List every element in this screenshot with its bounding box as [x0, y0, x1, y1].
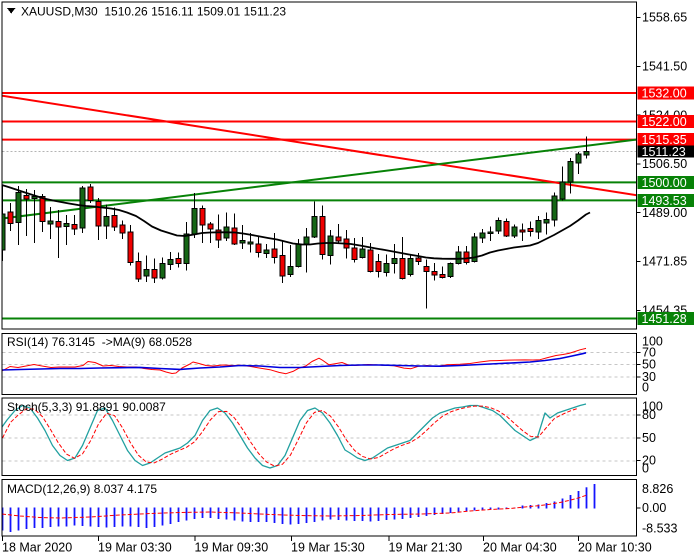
svg-text:1522.00: 1522.00 [642, 115, 687, 129]
svg-text:20 Mar 10:30: 20 Mar 10:30 [578, 541, 652, 555]
svg-text:1515.35: 1515.35 [642, 133, 687, 147]
svg-text:80: 80 [642, 408, 656, 422]
svg-text:19 Mar 09:30: 19 Mar 09:30 [195, 541, 269, 555]
svg-text:1558.65: 1558.65 [642, 11, 687, 25]
svg-text:1506.50: 1506.50 [642, 157, 687, 171]
svg-text:8.826: 8.826 [642, 482, 673, 496]
svg-text:18 Mar 2020: 18 Mar 2020 [2, 541, 72, 555]
svg-text:1493.53: 1493.53 [642, 194, 687, 208]
svg-text:RSI(14) 76.3145 ->MA(9) 68.05: RSI(14) 76.3145 ->MA(9) 68.0528 [7, 335, 192, 349]
svg-text:1451.28: 1451.28 [642, 312, 687, 326]
svg-text:1471.85: 1471.85 [642, 255, 687, 269]
svg-text:100: 100 [642, 400, 663, 414]
svg-text:50: 50 [642, 431, 656, 445]
svg-text:30: 30 [642, 370, 656, 384]
svg-text:19 Mar 15:30: 19 Mar 15:30 [291, 541, 365, 555]
svg-text:1541.50: 1541.50 [642, 60, 687, 74]
svg-text:MACD(12,26,9) 8.037 4.175: MACD(12,26,9) 8.037 4.175 [7, 482, 157, 496]
svg-text:XAUUSD,M30 1510.26 1516.11 15: XAUUSD,M30 1510.26 1516.11 1509.01 1511.… [21, 5, 286, 19]
svg-text:0: 0 [642, 462, 649, 476]
svg-text:1511.23: 1511.23 [642, 145, 686, 159]
svg-text:Stoch(5,3,3) 91.8891 90.0087: Stoch(5,3,3) 91.8891 90.0087 [7, 400, 166, 414]
svg-text:-8.533: -8.533 [642, 522, 677, 536]
svg-text:1500.00: 1500.00 [642, 176, 687, 190]
svg-text:0.00: 0.00 [642, 501, 666, 515]
svg-text:0: 0 [642, 381, 649, 395]
svg-text:100: 100 [642, 335, 663, 349]
svg-text:19 Mar 21:30: 19 Mar 21:30 [389, 541, 463, 555]
svg-text:20: 20 [642, 454, 656, 468]
svg-text:70: 70 [642, 346, 656, 360]
svg-text:20 Mar 04:30: 20 Mar 04:30 [483, 541, 557, 555]
svg-text:50: 50 [642, 358, 656, 372]
svg-text:19 Mar 03:30: 19 Mar 03:30 [98, 541, 172, 555]
svg-text:1532.00: 1532.00 [642, 87, 687, 101]
svg-text:1489.00: 1489.00 [642, 206, 687, 220]
